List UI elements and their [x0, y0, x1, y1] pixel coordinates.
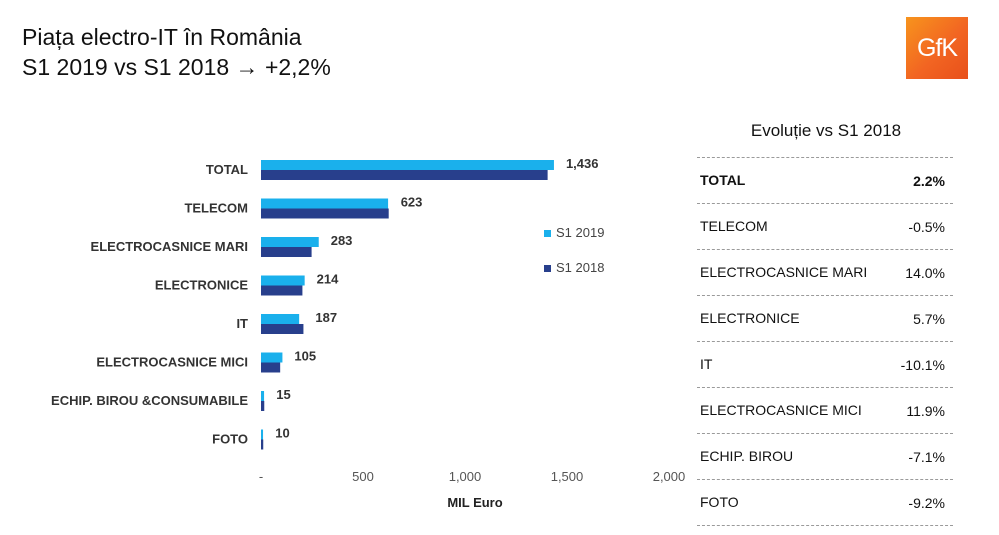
- category-label: ECHIP. BIROU &CONSUMABILE: [51, 393, 248, 408]
- bar-s1-2018: [261, 324, 304, 334]
- bar-s1-2018: [261, 247, 312, 257]
- bar-s1-2018: [261, 285, 303, 296]
- category-label: ELECTROCASNICE MICI: [96, 355, 248, 370]
- table-row: TELECOM -0.5%: [697, 203, 953, 249]
- table-row-value: -7.1%: [908, 448, 945, 465]
- table-row-value: 2.2%: [913, 172, 945, 189]
- bar-s1-2018: [261, 170, 548, 180]
- table-row-label: FOTO: [700, 494, 739, 510]
- data-label: 105: [294, 349, 316, 364]
- data-label: 187: [315, 310, 337, 325]
- legend-label: S1 2018: [556, 260, 604, 275]
- bar-s1-2019: [261, 429, 264, 440]
- table-row-label: ELECTROCASNICE MICI: [700, 402, 862, 418]
- category-label: ELECTROCASNICE MARI: [91, 239, 248, 254]
- x-tick-label: 1,000: [449, 469, 482, 484]
- table-row-label: ELECTROCASNICE MARI: [700, 264, 868, 280]
- title-line-2: S1 2019 vs S1 2018 → +2,2%: [22, 54, 331, 80]
- table-row: ELECTROCASNICE MICI 11.9%: [697, 387, 953, 433]
- table-row-label: IT: [700, 356, 713, 372]
- bar-s1-2019: [261, 275, 305, 286]
- table-row-label: TOTAL: [700, 172, 746, 188]
- bar-s1-2019: [261, 237, 319, 247]
- category-label: FOTO: [212, 432, 248, 447]
- x-tick-label: 500: [352, 469, 374, 484]
- x-tick-label: 2,000: [653, 469, 686, 484]
- table-row: FOTO -9.2%: [697, 479, 953, 526]
- bar-s1-2019: [261, 352, 283, 363]
- data-label: 1,436: [566, 156, 599, 171]
- x-axis-label: MIL Euro: [447, 495, 502, 510]
- data-label: 15: [276, 387, 290, 402]
- bar-s1-2019: [261, 160, 554, 170]
- bar-s1-2019: [261, 314, 300, 324]
- table-row-value: -9.2%: [908, 494, 945, 511]
- table-row: IT -10.1%: [697, 341, 953, 387]
- table-row-value: 11.9%: [906, 402, 945, 419]
- category-label: ELECTRONICE: [155, 278, 249, 293]
- category-label: TELECOM: [184, 201, 248, 216]
- category-label: IT: [236, 316, 248, 331]
- table-row-value: 14.0%: [905, 264, 945, 281]
- data-label: 214: [317, 272, 339, 287]
- category-label: TOTAL: [206, 162, 248, 177]
- evolution-table-title: Evoluție vs S1 2018: [750, 121, 902, 140]
- x-tick-label: 1,500: [551, 469, 584, 484]
- legend-swatch: [544, 265, 551, 272]
- legend-swatch: [544, 230, 551, 237]
- table-row-value: -0.5%: [908, 218, 945, 235]
- table-row: ELECTRONICE 5.7%: [697, 295, 953, 341]
- table-row-label: ECHIP. BIROU: [700, 448, 794, 464]
- x-tick-label: -: [259, 469, 263, 484]
- table-row-value: 5.7%: [913, 310, 945, 327]
- gfk-logo: GfK: [906, 17, 968, 79]
- table-row: ELECTROCASNICE MARI 14.0%: [697, 249, 953, 295]
- data-label: 10: [275, 426, 289, 441]
- title-line-1: Piața electro-IT în România: [22, 24, 302, 50]
- table-row-label: TELECOM: [700, 218, 768, 234]
- legend-label: S1 2019: [556, 225, 604, 240]
- page-title: Piața electro-IT în România S1 2019 vs S…: [22, 22, 331, 82]
- bar-s1-2018: [261, 401, 265, 411]
- table-row-value: -10.1%: [900, 356, 945, 373]
- bar-s1-2018: [261, 208, 389, 219]
- bar-s1-2019: [261, 391, 265, 401]
- table-row: TOTAL 2.2%: [697, 157, 953, 203]
- bar-s1-2018: [261, 362, 281, 373]
- data-label: 623: [401, 195, 423, 210]
- bar-chart: TOTAL 1,436 TELECOM 623 ELECTROCASNICE MARI 2…: [51, 156, 686, 510]
- table-row: ECHIP. BIROU -7.1%: [697, 433, 953, 479]
- table-row-label: ELECTRONICE: [700, 310, 800, 326]
- data-label: 283: [331, 233, 353, 248]
- bar-s1-2018: [261, 439, 264, 450]
- bar-s1-2019: [261, 198, 389, 209]
